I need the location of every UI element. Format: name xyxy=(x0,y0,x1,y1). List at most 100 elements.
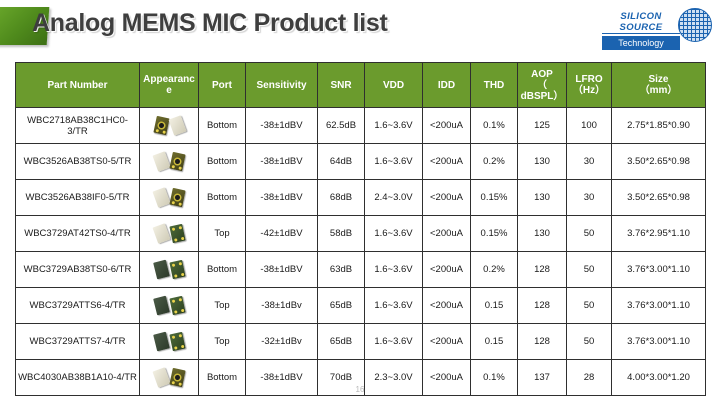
cell-part-number: WBC3729AB38TS0-6/TR xyxy=(15,251,140,288)
col-header-line1: Part Number xyxy=(47,79,108,91)
cell-appearance xyxy=(139,143,199,180)
cell-snr: 65dB xyxy=(317,323,365,360)
table-row: WBC2718AB38C1HC0-3/TR Bottom -38±1dBV 62.5d… xyxy=(15,107,706,144)
cell-size: 3.76*2.95*1.10 xyxy=(611,215,706,252)
cell-size: 3.76*3.00*1.10 xyxy=(611,287,706,324)
cell-sensitivity: -42±1dBV xyxy=(245,215,318,252)
col-header-line1: SNR xyxy=(330,79,352,91)
col-header-part-number: Part Number xyxy=(15,62,140,108)
cell-sensitivity: -38±1dBv xyxy=(245,287,318,324)
cell-part-number: WBC3729AT42TS0-4/TR xyxy=(15,215,140,252)
cell-appearance xyxy=(139,251,199,288)
cell-snr: 63dB xyxy=(317,251,365,288)
cell-lfro: 50 xyxy=(566,215,612,252)
mems-mic-package-icon xyxy=(168,295,186,316)
cell-vdd: 1.6~3.6V xyxy=(364,143,423,180)
cell-aop: 130 xyxy=(517,143,567,180)
logo-text: SILICON SOURCE Technology xyxy=(602,11,680,50)
cell-port: Bottom xyxy=(198,359,246,396)
col-header-snr: SNR xyxy=(317,62,365,108)
cell-snr: 62.5dB xyxy=(317,107,365,144)
cell-sensitivity: -32±1dBv xyxy=(245,323,318,360)
cell-part-number: WBC3526AB38IF0-5/TR xyxy=(15,179,140,216)
cell-snr: 58dB xyxy=(317,215,365,252)
col-header-port: Port xyxy=(198,62,246,108)
col-header-line1: Port xyxy=(212,79,232,91)
table-row: WBC3729AT42TS0-4/TR Top -42±1dBV 58dB 1.6~3.… xyxy=(15,215,706,252)
table-row: WBC3729ATTS7-4/TR Top -32±1dBv 65dB 1.6~3.6V… xyxy=(15,323,706,360)
company-logo: SILICON SOURCE Technology xyxy=(602,8,712,50)
cell-lfro: 50 xyxy=(566,323,612,360)
cell-lfro: 50 xyxy=(566,251,612,288)
cell-thd: 0.2% xyxy=(470,143,518,180)
cell-vdd: 2.3~3.0V xyxy=(364,359,423,396)
col-header-line2: （mm） xyxy=(639,85,678,96)
cell-size: 2.75*1.85*0.90 xyxy=(611,107,706,144)
cell-lfro: 50 xyxy=(566,287,612,324)
cell-part-number: WBC3526AB38TS0-5/TR xyxy=(15,143,140,180)
cell-sensitivity: -38±1dBV xyxy=(245,179,318,216)
cell-vdd: 1.6~3.6V xyxy=(364,107,423,144)
cell-idd: <200uA xyxy=(422,215,471,252)
cell-part-number: WBC3729ATTS6-4/TR xyxy=(15,287,140,324)
cell-thd: 0.15 xyxy=(470,323,518,360)
cell-thd: 0.15% xyxy=(470,215,518,252)
cell-snr: 70dB xyxy=(317,359,365,396)
cell-thd: 0.1% xyxy=(470,359,518,396)
mems-mic-package-icon xyxy=(151,187,171,208)
cell-vdd: 2.4~3.0V xyxy=(364,179,423,216)
col-header-line1: IDD xyxy=(437,79,456,91)
col-header-line1: Size xyxy=(648,74,669,85)
cell-idd: <200uA xyxy=(422,287,471,324)
cell-aop: 128 xyxy=(517,287,567,324)
cell-port: Bottom xyxy=(198,107,246,144)
mems-mic-package-icon xyxy=(168,151,186,172)
cell-sensitivity: -38±1dBV xyxy=(245,143,318,180)
cell-vdd: 1.6~3.6V xyxy=(364,323,423,360)
cell-part-number: WBC3729ATTS7-4/TR xyxy=(15,323,140,360)
cell-aop: 130 xyxy=(517,179,567,216)
mems-mic-package-icon xyxy=(152,259,170,280)
cell-aop: 125 xyxy=(517,107,567,144)
mems-mic-package-icon xyxy=(167,115,187,136)
cell-appearance xyxy=(139,287,199,324)
mems-mic-package-icon xyxy=(168,223,186,244)
globe-icon xyxy=(678,8,712,42)
col-header-line1: LFRO xyxy=(575,74,603,85)
col-header-lfro: LFRO （Hz） xyxy=(566,62,612,108)
col-header-appearance: Appearanc e xyxy=(139,62,199,108)
cell-size: 3.50*2.65*0.98 xyxy=(611,179,706,216)
table-body: WBC2718AB38C1HC0-3/TR Bottom -38±1dBV 62.5d… xyxy=(15,107,706,396)
cell-aop: 128 xyxy=(517,251,567,288)
cell-port: Bottom xyxy=(198,179,246,216)
table-header: Part Number Appearanc e Port Sensitivity… xyxy=(15,62,706,108)
cell-port: Top xyxy=(198,323,246,360)
cell-sensitivity: -38±1dBV xyxy=(245,251,318,288)
mems-mic-package-icon xyxy=(168,259,186,280)
cell-size: 4.00*3.00*1.20 xyxy=(611,359,706,396)
mems-mic-package-icon xyxy=(151,223,171,244)
col-header-line2: e xyxy=(166,85,172,96)
col-header-sensitivity: Sensitivity xyxy=(245,62,318,108)
slide-header: Analog MEMS MIC Product list SILICON SOU… xyxy=(0,0,720,52)
cell-lfro: 30 xyxy=(566,143,612,180)
cell-aop: 128 xyxy=(517,323,567,360)
table-row: WBC3526AB38TS0-5/TR Bottom -38±1dBV 64dB 1.6… xyxy=(15,143,706,180)
mems-mic-package-icon xyxy=(152,331,170,352)
cell-size: 3.50*2.65*0.98 xyxy=(611,143,706,180)
logo-secondary-text: Technology xyxy=(602,36,680,50)
page-number: 16 xyxy=(355,385,365,394)
logo-primary-text: SILICON SOURCE xyxy=(602,11,680,34)
mems-mic-package-icon xyxy=(151,151,171,172)
col-header-thd: THD xyxy=(470,62,518,108)
cell-appearance xyxy=(139,215,199,252)
col-header-line3: dBSPL） xyxy=(520,90,564,102)
table-row: WBC3729AB38TS0-6/TR Bottom -38±1dBV 63dB 1.6… xyxy=(15,251,706,288)
cell-port: Bottom xyxy=(198,251,246,288)
col-header-vdd: VDD xyxy=(364,62,423,108)
cell-aop: 137 xyxy=(517,359,567,396)
table-row: WBC3729ATTS6-4/TR Top -38±1dBv 65dB 1.6~3.6V… xyxy=(15,287,706,324)
cell-idd: <200uA xyxy=(422,143,471,180)
cell-part-number: WBC2718AB38C1HC0-3/TR xyxy=(15,107,140,144)
cell-idd: <200uA xyxy=(422,251,471,288)
